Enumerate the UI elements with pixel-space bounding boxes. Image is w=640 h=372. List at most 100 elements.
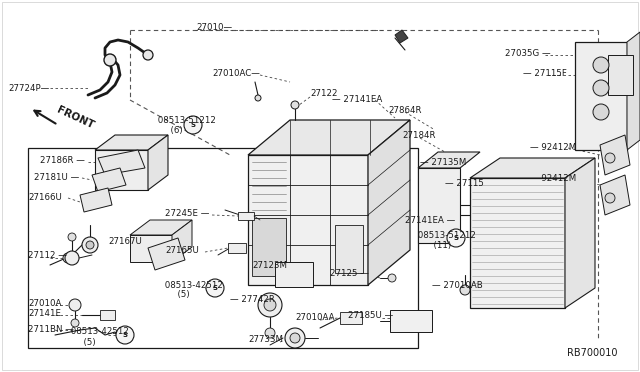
Text: — 27742R: — 27742R: [230, 295, 275, 305]
Circle shape: [69, 299, 81, 311]
Text: 27245E —: 27245E —: [165, 208, 209, 218]
Circle shape: [291, 101, 299, 109]
Text: — 27141EA: — 27141EA: [332, 94, 382, 103]
Text: 27141E: 27141E: [28, 308, 61, 317]
Circle shape: [65, 251, 79, 265]
Polygon shape: [98, 150, 145, 175]
Bar: [275, 262, 313, 287]
Text: S: S: [454, 235, 458, 241]
Polygon shape: [130, 220, 192, 235]
Polygon shape: [172, 220, 192, 262]
Text: 27010A: 27010A: [28, 298, 61, 308]
Circle shape: [143, 50, 153, 60]
Polygon shape: [248, 120, 410, 155]
Polygon shape: [600, 175, 630, 215]
Circle shape: [116, 326, 134, 344]
Text: 27167U: 27167U: [108, 237, 142, 246]
Text: 08513-51212: 08513-51212: [415, 231, 476, 240]
Text: 08513-51212: 08513-51212: [155, 115, 216, 125]
Text: 27733M: 27733M: [248, 336, 283, 344]
Text: (5): (5): [172, 291, 189, 299]
Text: 27010AC—: 27010AC—: [212, 68, 260, 77]
Bar: [418, 168, 460, 243]
Polygon shape: [80, 188, 112, 212]
Polygon shape: [627, 32, 640, 150]
Text: — 27115F: — 27115F: [523, 68, 567, 77]
Text: — 27010AB: — 27010AB: [432, 282, 483, 291]
Polygon shape: [565, 158, 595, 308]
Circle shape: [265, 328, 275, 338]
Text: 27184R: 27184R: [402, 131, 435, 140]
Text: 27141EA —: 27141EA —: [405, 215, 455, 224]
Text: 27123M: 27123M: [252, 260, 287, 269]
Polygon shape: [92, 168, 126, 192]
Circle shape: [388, 274, 396, 282]
Text: 27125 —: 27125 —: [330, 269, 369, 278]
Text: 27165U: 27165U: [165, 246, 199, 254]
Polygon shape: [418, 152, 480, 168]
Circle shape: [290, 333, 300, 343]
Polygon shape: [148, 135, 168, 190]
Circle shape: [593, 104, 609, 120]
Circle shape: [593, 57, 609, 73]
Polygon shape: [95, 135, 168, 150]
Bar: [608, 55, 633, 95]
Text: (11): (11): [428, 241, 451, 250]
Circle shape: [71, 319, 79, 327]
Circle shape: [605, 193, 615, 203]
Text: 27166U: 27166U: [28, 192, 62, 202]
Bar: [28, 148, 418, 348]
Text: FRONT: FRONT: [55, 105, 95, 131]
Text: (6): (6): [165, 125, 182, 135]
Bar: [340, 312, 362, 324]
Bar: [238, 212, 254, 220]
Text: 27724P—: 27724P—: [8, 83, 49, 93]
Text: — 27115: — 27115: [445, 179, 484, 187]
Circle shape: [593, 80, 609, 96]
Circle shape: [255, 95, 261, 101]
Text: 08513-42512: 08513-42512: [68, 327, 129, 337]
Text: 27122: 27122: [310, 89, 337, 97]
Text: — 92412M: — 92412M: [530, 173, 576, 183]
Text: 2711BN —: 2711BN —: [28, 326, 74, 334]
Circle shape: [460, 285, 470, 295]
Bar: [100, 310, 115, 320]
Text: S: S: [122, 332, 127, 338]
Circle shape: [104, 54, 116, 66]
Circle shape: [184, 116, 202, 134]
Polygon shape: [130, 235, 172, 262]
Bar: [335, 225, 363, 273]
Text: 27185U —: 27185U —: [348, 311, 393, 321]
Text: 27181U —: 27181U —: [34, 173, 79, 182]
Text: 08513-42512: 08513-42512: [162, 280, 223, 289]
Text: 27186R —: 27186R —: [40, 155, 85, 164]
Polygon shape: [248, 155, 368, 285]
Polygon shape: [95, 150, 148, 190]
Text: 27035G —: 27035G —: [505, 48, 550, 58]
Circle shape: [605, 153, 615, 163]
Text: 27112 —: 27112 —: [28, 251, 67, 260]
Polygon shape: [395, 30, 408, 43]
Bar: [470, 178, 565, 308]
Polygon shape: [470, 158, 595, 178]
Circle shape: [206, 279, 224, 297]
Circle shape: [258, 293, 282, 317]
Text: 27010—: 27010—: [196, 22, 232, 32]
Text: S: S: [191, 122, 195, 128]
Bar: [575, 42, 627, 150]
Circle shape: [447, 229, 465, 247]
Text: RB700010: RB700010: [568, 348, 618, 358]
Text: — 27135M: — 27135M: [420, 157, 467, 167]
Text: — 92412M: — 92412M: [530, 142, 576, 151]
Polygon shape: [148, 238, 185, 270]
Text: S: S: [212, 285, 218, 291]
Polygon shape: [600, 135, 630, 175]
Bar: [228, 243, 246, 253]
Circle shape: [285, 328, 305, 348]
Text: 27864R: 27864R: [388, 106, 422, 115]
Bar: [390, 310, 432, 332]
Circle shape: [82, 237, 98, 253]
Text: (5): (5): [78, 337, 95, 346]
Polygon shape: [368, 120, 410, 285]
Circle shape: [86, 241, 94, 249]
